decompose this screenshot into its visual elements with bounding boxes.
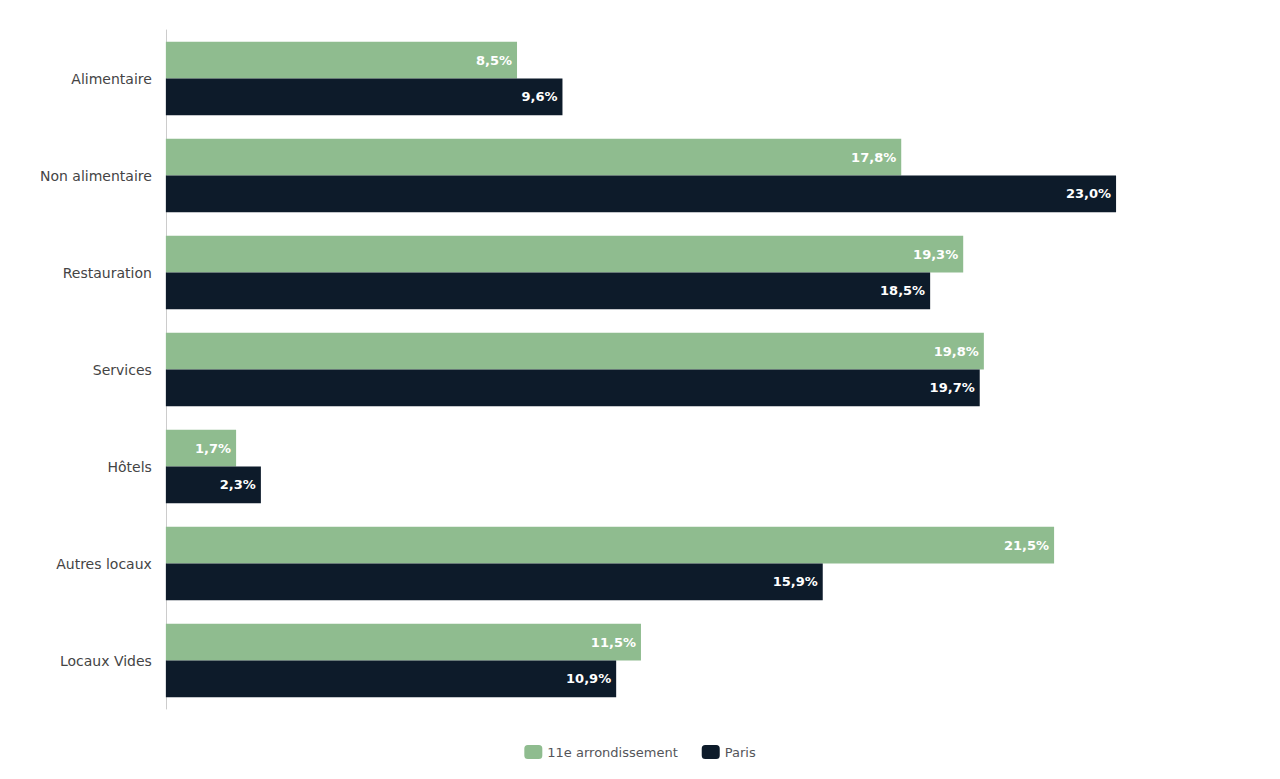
svg-text:19,8%: 19,8% bbox=[934, 344, 979, 359]
svg-text:1,7%: 1,7% bbox=[195, 441, 231, 456]
svg-text:8,5%: 8,5% bbox=[476, 53, 512, 68]
svg-text:23,0%: 23,0% bbox=[1066, 186, 1111, 201]
svg-text:Paris: Paris bbox=[725, 745, 756, 760]
svg-text:10,9%: 10,9% bbox=[566, 671, 611, 686]
svg-text:Alimentaire: Alimentaire bbox=[71, 71, 152, 87]
svg-text:Services: Services bbox=[93, 362, 152, 378]
svg-text:18,5%: 18,5% bbox=[880, 283, 925, 298]
svg-text:Autres locaux: Autres locaux bbox=[56, 556, 152, 572]
svg-text:Hôtels: Hôtels bbox=[107, 459, 151, 475]
svg-text:Non alimentaire: Non alimentaire bbox=[40, 168, 152, 184]
svg-text:19,3%: 19,3% bbox=[913, 247, 958, 262]
svg-text:2,3%: 2,3% bbox=[220, 477, 256, 492]
svg-text:Restauration: Restauration bbox=[63, 265, 152, 281]
svg-text:Locaux Vides: Locaux Vides bbox=[60, 653, 152, 669]
svg-text:21,5%: 21,5% bbox=[1004, 538, 1049, 553]
svg-text:19,7%: 19,7% bbox=[930, 380, 975, 395]
svg-text:11e arrondissement: 11e arrondissement bbox=[547, 745, 677, 760]
svg-text:11,5%: 11,5% bbox=[591, 635, 636, 650]
svg-text:15,9%: 15,9% bbox=[773, 574, 818, 589]
svg-text:17,8%: 17,8% bbox=[851, 150, 896, 165]
svg-text:9,6%: 9,6% bbox=[521, 89, 557, 104]
